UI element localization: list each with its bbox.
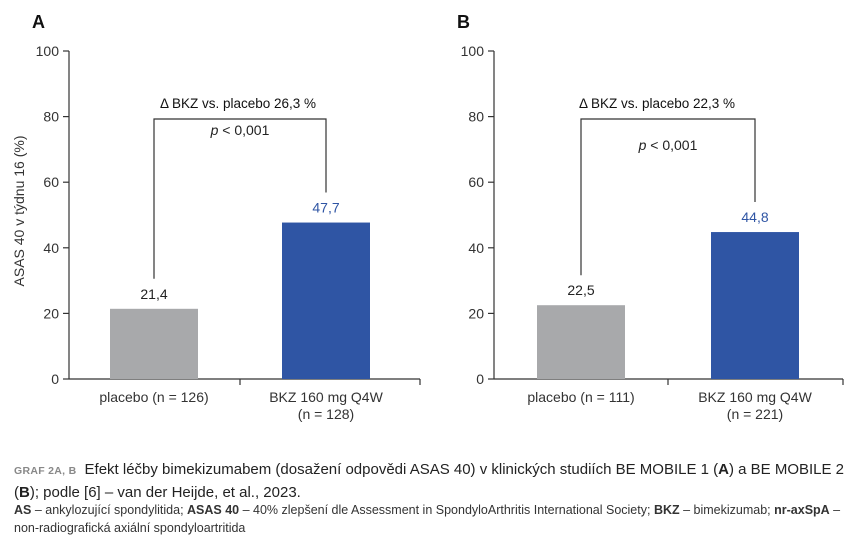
category-label: BKZ 160 mg Q4W [269,389,383,405]
abbr-asas-term: ASAS 40 [187,503,240,517]
caption-bold-b: B [19,484,30,501]
y-tick-label: 40 [468,240,484,256]
category-label: placebo (n = 111) [527,389,634,405]
y-tick-label: 0 [51,371,59,387]
caption-text-2: ) a BE MOBILE 2 ( [14,461,845,501]
y-tick-label: 40 [43,240,59,256]
panel-letter-A: A [32,12,45,32]
value-label: 44,8 [741,209,768,225]
delta-annotation: Δ BKZ vs. placebo 22,3 % [579,96,735,111]
panel-letter-B: B [457,12,470,32]
y-tick-label: 20 [468,305,484,321]
y-tick-label: 60 [43,174,59,190]
y-tick-label: 80 [43,109,59,125]
category-label: (n = 221) [727,406,783,422]
caption-text-3: ); podle [6] – van der Heijde, et al., 2… [29,484,301,501]
p-value-annotation: p < 0,001 [210,122,270,138]
abbr-as-term: AS [14,503,32,517]
y-tick-label: 60 [468,174,484,190]
caption-text-1: Efekt léčby bimekizumabem (dosažení odpo… [84,461,719,478]
charts-area: A 0 20 40 60 80 100 ASAS 40 v týdnu 16 (%) 21,4 p… [11,12,844,422]
abbr-as-def: – ankylozující spondylitida; [31,503,188,517]
y-tick-label: 80 [468,109,484,125]
comparison-bracket [580,118,756,276]
category-label: BKZ 160 mg Q4W [698,389,812,405]
p-value-annotation: p < 0,001 [638,137,698,153]
category-label: (n = 128) [298,406,354,422]
figure-caption: GRAF 2A, B Efekt léčby bimekizumabem (dos… [14,459,850,503]
abbr-nr-term: nr-axSpA [774,503,830,517]
bar-bkz [282,222,370,379]
abbreviations-note: AS – ankylozující spondylitida; ASAS 40 … [14,501,850,537]
caption-bold-a: A [718,461,729,478]
bar-bkz [711,232,799,379]
delta-annotation: Δ BKZ vs. placebo 26,3 % [160,96,316,111]
abbr-nr-def: – non-radiografická axiální spondyloartr… [14,503,841,535]
y-tick-label: 20 [43,305,59,321]
caption-label: GRAF 2A, B [14,465,77,477]
abbr-asas-def: – 40% zlepšení dle Assessment in Spondyl… [239,503,654,517]
comparison-bracket [153,118,327,279]
y-axis-label: ASAS 40 v týdnu 16 (%) [11,136,27,287]
category-label: placebo (n = 126) [99,389,208,405]
bar-placebo [537,305,625,379]
y-tick-label: 100 [36,43,60,59]
value-label: 47,7 [312,200,339,216]
abbr-bkz-def: – bimekizumab; [679,503,775,517]
value-label: 21,4 [140,286,167,302]
y-tick-label: 100 [461,43,485,59]
bar-placebo [110,308,198,379]
y-tick-label: 0 [476,371,484,387]
value-label: 22,5 [567,282,594,298]
abbr-bkz-term: BKZ [653,503,680,517]
